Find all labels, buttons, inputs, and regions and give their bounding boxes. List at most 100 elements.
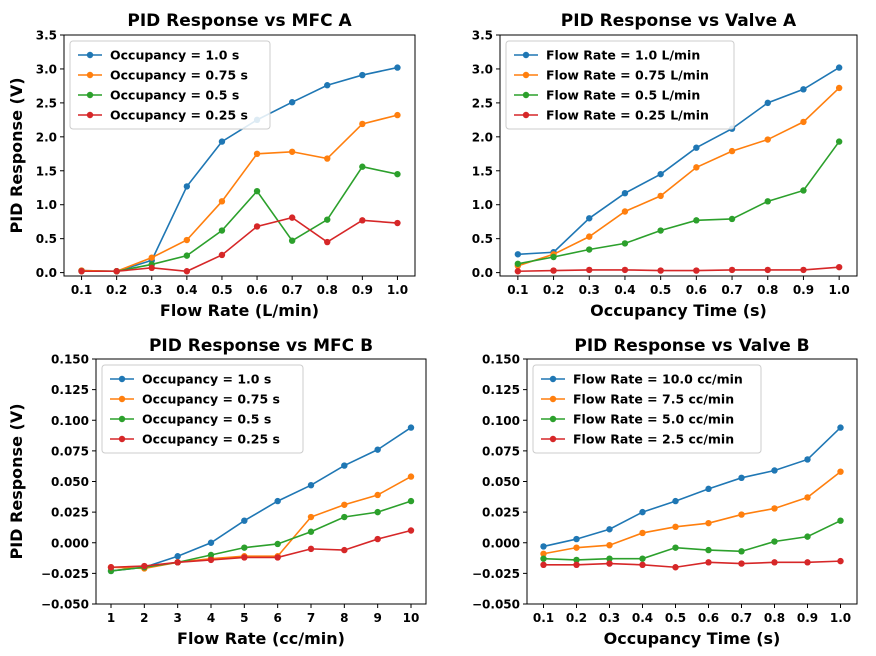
data-point [764,266,771,274]
y-tick-label: 0.075 [482,444,520,458]
data-point [288,99,296,106]
data-point [183,268,191,275]
data-point [837,424,844,431]
data-point [621,189,629,197]
y-tick-label: 3.0 [472,62,493,76]
data-point [804,559,811,566]
data-point [705,519,712,527]
x-tick-label: 0.2 [106,283,127,297]
data-point [573,544,580,551]
legend: Flow Rate = 1.0 L/min Flow Rate = 0.75 L/… [505,40,735,130]
x-tick-label: 0.3 [579,283,600,297]
y-tick-label: 0.100 [482,414,520,428]
data-point [359,217,366,224]
data-point [324,216,331,223]
x-tick-label: 9 [373,611,381,625]
data-point [606,560,613,567]
data-point [394,64,401,71]
series-line [517,266,840,273]
y-tick-label: 0.150 [482,353,520,367]
data-point [107,564,115,571]
data-point [672,564,679,571]
series-line [543,519,841,561]
x-tick-label: 0.5 [665,611,686,625]
legend-box [101,364,304,454]
series-line [517,87,840,267]
data-point [394,170,401,178]
x-tick-label: 0.3 [141,283,162,297]
data-point [738,560,745,567]
data-point [253,150,261,158]
y-tick-label: 0.100 [51,414,89,428]
x-tick-label: 0.8 [317,283,338,297]
legend-box [69,40,271,130]
data-point [804,494,811,501]
series-line [110,529,412,569]
legend-swatch-marker [549,395,557,403]
data-point [514,260,522,267]
x-tick-label: 10 [403,611,420,625]
legend: Occupancy = 1.0 s Occupancy = 0.75 s Occup… [69,40,271,130]
data-point [274,554,281,561]
y-tick-label: 1.0 [472,198,493,212]
x-tick-label: 3 [173,611,181,625]
y-tick-label: 0.150 [51,353,89,367]
data-point [141,562,148,570]
y-tick-label: 3.0 [36,62,57,76]
x-tick-label: 0.7 [731,611,752,625]
data-point [657,192,664,200]
data-point [540,543,547,550]
legend-label: Occupancy = 0.5 s [110,88,239,103]
data-point [359,120,366,128]
series-line [81,114,398,273]
data-point [307,545,315,553]
data-point [241,544,248,551]
legend-swatch-marker [86,71,94,79]
y-tick-label: −0.050 [41,598,89,612]
data-point [672,523,679,531]
data-point [586,266,593,274]
x-tick-label: 0.5 [211,283,232,297]
x-tick-label: 1 [107,611,115,625]
data-point [835,64,843,71]
legend-label: Occupancy = 1.0 s [110,48,239,63]
y-tick-label: 0.5 [472,232,493,246]
data-point [639,529,646,537]
data-point [540,550,547,557]
data-point [550,267,557,274]
y-tick-label: 0.025 [51,506,89,520]
plot-area-frame [63,34,416,277]
data-point [540,561,547,568]
x-tick-label: 0.4 [176,283,197,297]
chart-title: PID Response vs MFC B [149,336,373,356]
legend: Occupancy = 1.0 s Occupancy = 0.75 s Occup… [101,364,304,454]
x-tick-label: 6 [273,611,281,625]
data-point [586,233,593,240]
data-point [573,535,580,543]
data-point [374,508,381,516]
data-point [407,527,415,534]
y-tick-label: 2.0 [36,130,57,144]
data-point [771,467,778,474]
data-point [183,183,191,190]
legend-label: Occupancy = 0.25 s [110,108,248,123]
data-point [288,214,296,221]
data-point [705,559,712,566]
legend-label: Flow Rate = 5.0 cc/min [573,412,734,427]
data-point [764,136,771,143]
data-point [253,187,261,195]
series-line [543,560,841,569]
data-point [738,474,745,482]
legend-swatch-marker [118,415,126,423]
legend-label: Flow Rate = 1.0 L/min [546,48,700,63]
legend-label: Flow Rate = 0.5 L/min [546,88,700,103]
data-point [288,237,296,244]
data-point [394,111,401,119]
legend-swatch-marker [549,415,557,423]
legend-box [532,364,762,454]
data-point [693,144,700,151]
y-tick-label: 2.0 [472,130,493,144]
data-point [705,546,712,554]
data-point [241,517,248,524]
legend-label: Occupancy = 0.5 s [142,412,271,427]
